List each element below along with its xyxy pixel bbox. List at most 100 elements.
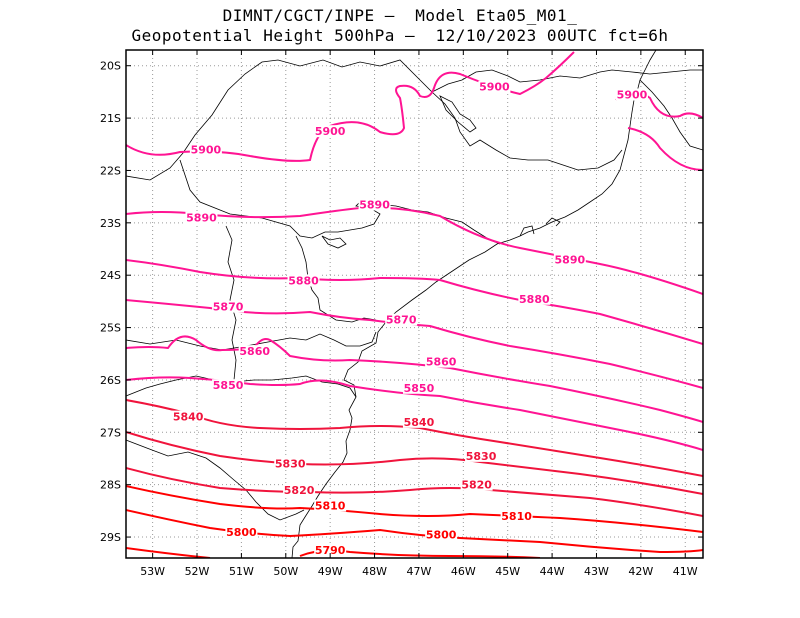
contour-label: 5840 <box>404 416 435 429</box>
contour-label: 5900 <box>191 144 222 157</box>
contour-5800 <box>126 509 703 554</box>
contour-label-bg <box>185 211 218 224</box>
state-border <box>126 59 623 181</box>
lon-tick-label: 52W <box>185 565 210 578</box>
contour-label-bg <box>358 198 391 211</box>
contour-label: 5810 <box>315 500 346 513</box>
contour-5840 <box>126 399 703 477</box>
contour-label-bg <box>314 125 347 138</box>
contour-label-bg <box>402 381 435 394</box>
contour-label-bg <box>518 292 551 305</box>
lon-tick-label: 53W <box>140 565 165 578</box>
lon-tick-label: 45W <box>495 565 520 578</box>
lon-tick-label: 42W <box>628 565 653 578</box>
country-border <box>225 225 237 381</box>
contour-label-bg <box>314 499 347 512</box>
contour-label: 5870 <box>213 301 244 314</box>
map-title-line-1: DIMNT/CGCT/INPE – Model Eta05_M01_ <box>222 6 578 25</box>
contour-label: 5880 <box>519 293 550 306</box>
contour-5900 <box>627 127 703 171</box>
contour-label: 5840 <box>173 411 204 424</box>
bay-outline <box>519 217 561 237</box>
lake <box>439 95 477 133</box>
contour-label-bg <box>465 449 498 462</box>
contour-label: 5820 <box>461 479 492 492</box>
contour-label: 5900 <box>315 125 346 138</box>
state-border <box>431 69 703 93</box>
contour-label: 5890 <box>186 212 217 225</box>
contour-label: 5900 <box>479 81 510 94</box>
contour-label-bg <box>212 300 245 313</box>
lon-tick-label: 51W <box>229 565 254 578</box>
lat-tick-label: 22S <box>100 164 121 177</box>
lat-tick-label: 25S <box>100 322 121 335</box>
lat-tick-label: 29S <box>100 531 121 544</box>
contour-label-bg <box>553 253 586 266</box>
contour-5860 <box>126 335 703 423</box>
contour-label-bg <box>212 379 245 392</box>
state-border <box>126 375 357 398</box>
map-frame <box>125 49 704 559</box>
lake <box>321 235 347 249</box>
coastline <box>291 50 657 558</box>
lon-tick-label: 44W <box>540 565 565 578</box>
contour-5820 <box>126 467 703 517</box>
lon-tick-label: 49W <box>318 565 343 578</box>
lon-tick-label: 41W <box>673 565 698 578</box>
contour-label-bg <box>460 478 493 491</box>
contour-label-bg <box>287 274 320 287</box>
map-title-line-2: Geopotential Height 500hPa – 12/10/2023 … <box>131 26 669 45</box>
lat-tick-label: 28S <box>100 479 121 492</box>
contour-5880 <box>126 259 703 345</box>
lon-tick-label: 47W <box>407 565 432 578</box>
lon-tick-label: 48W <box>362 565 387 578</box>
country-border <box>126 439 305 521</box>
contour-5810 <box>126 485 703 533</box>
contour-label-bg <box>189 143 222 156</box>
lat-tick-label: 24S <box>100 269 121 282</box>
contour-label: 5810 <box>501 510 532 523</box>
contour-label-bg <box>385 313 418 326</box>
contour-label-bg <box>274 457 307 470</box>
lon-tick-label: 50W <box>273 565 298 578</box>
state-border <box>295 235 377 323</box>
contour-label: 5850 <box>404 382 435 395</box>
axis-ticks: 53W 52W 51W 50W 49W 48W 47W 46W 45W 44W 43W 42W 41W 2… <box>100 50 703 578</box>
contour-label: 5890 <box>555 253 586 266</box>
contour-label: 5870 <box>386 314 417 327</box>
contour-label-bg <box>425 528 458 541</box>
contour-labels: 5900 5900 5900 5900 5890 5890 5890 5880 5880 5870… <box>172 80 648 557</box>
lat-tick-label: 21S <box>100 112 121 125</box>
contour-label: 5820 <box>284 484 315 497</box>
contour-label: 5880 <box>288 274 319 287</box>
contour-label-bg <box>425 355 458 368</box>
contour-label-bg <box>615 88 648 101</box>
contour-label-bg <box>500 510 533 523</box>
contour-5830 <box>126 431 703 495</box>
lat-tick-label: 20S <box>100 60 121 73</box>
state-border <box>126 331 377 351</box>
contour-label-bg <box>402 415 435 428</box>
contour-label: 5830 <box>466 450 497 463</box>
lat-tick-label: 27S <box>100 426 121 439</box>
contour-label-bg <box>238 345 271 358</box>
contour-label: 5800 <box>226 526 257 539</box>
contour-label-bg <box>283 483 316 496</box>
contour-label-bg <box>172 410 205 423</box>
contour-label: 5850 <box>213 379 244 392</box>
contour-label: 5790 <box>315 544 346 557</box>
lat-tick-label: 23S <box>100 217 121 230</box>
lon-tick-label: 46W <box>451 565 476 578</box>
state-border <box>639 79 703 151</box>
contour-label: 5800 <box>426 528 457 541</box>
contour-label-bg <box>225 525 258 538</box>
contour-label: 5890 <box>359 198 390 211</box>
contour-label-bg <box>314 544 347 557</box>
contour-label: 5900 <box>617 89 648 102</box>
lon-tick-label: 43W <box>584 565 609 578</box>
contour-label: 5860 <box>239 345 270 358</box>
contour-label-bg <box>478 80 511 93</box>
contour-label: 5830 <box>275 458 306 471</box>
contour-label: 5860 <box>426 356 457 369</box>
